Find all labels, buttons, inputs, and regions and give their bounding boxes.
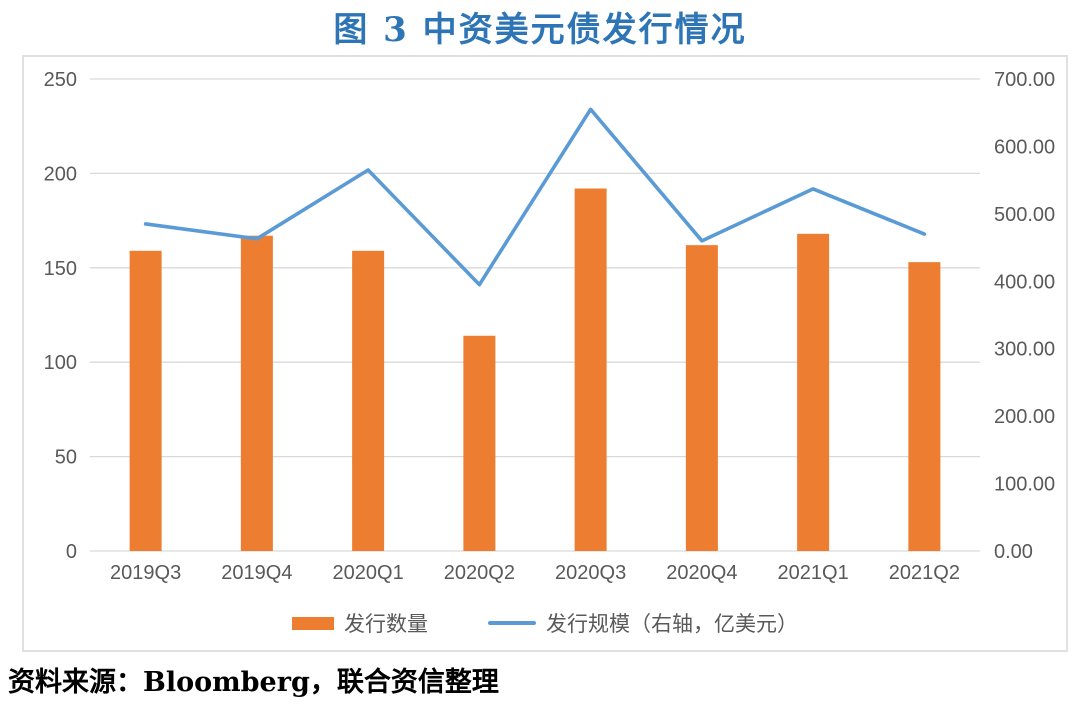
line-swatch-icon xyxy=(488,621,536,625)
svg-text:2021Q1: 2021Q1 xyxy=(778,562,849,584)
svg-text:2020Q1: 2020Q1 xyxy=(333,562,404,584)
chart-title: 图 3 中资美元债发行情况 xyxy=(333,10,747,50)
svg-text:200: 200 xyxy=(44,163,77,185)
bar-swatch-icon xyxy=(292,616,334,630)
svg-text:300.00: 300.00 xyxy=(994,339,1055,361)
legend-label-line: 发行规模（右轴，亿美元） xyxy=(546,613,798,636)
svg-text:2019Q3: 2019Q3 xyxy=(110,562,181,584)
svg-text:100.00: 100.00 xyxy=(994,474,1055,496)
svg-text:250: 250 xyxy=(44,69,77,91)
svg-text:50: 50 xyxy=(55,447,77,469)
chart-canvas: 0 50 100 150 200 250 0.00 100.00 200.00 300.00 400… xyxy=(44,69,1056,584)
legend-item-line: 发行规模（右轴，亿美元） xyxy=(488,608,798,638)
chart-container: 0 50 100 150 200 250 0.00 100.00 200.00 300.00 400… xyxy=(22,55,1068,652)
svg-text:500.00: 500.00 xyxy=(994,204,1055,226)
svg-text:2020Q3: 2020Q3 xyxy=(555,562,626,584)
legend-label-bars: 发行数量 xyxy=(344,613,428,636)
svg-text:400.00: 400.00 xyxy=(994,271,1055,293)
svg-text:150: 150 xyxy=(44,258,77,280)
svg-text:2020Q4: 2020Q4 xyxy=(666,562,737,584)
svg-text:700.00: 700.00 xyxy=(994,69,1055,91)
svg-text:0: 0 xyxy=(66,541,77,563)
chart-legend: 发行数量 发行规模（右轴，亿美元） xyxy=(24,608,1066,638)
svg-text:2019Q4: 2019Q4 xyxy=(221,562,292,584)
svg-text:2021Q2: 2021Q2 xyxy=(889,562,960,584)
svg-text:2020Q2: 2020Q2 xyxy=(444,562,515,584)
svg-text:200.00: 200.00 xyxy=(994,406,1055,428)
svg-text:0.00: 0.00 xyxy=(994,541,1033,563)
svg-text:600.00: 600.00 xyxy=(994,136,1055,158)
legend-item-bars: 发行数量 xyxy=(292,608,428,638)
svg-text:100: 100 xyxy=(44,352,77,374)
source-note: 资料来源：Bloomberg，联合资信整理 xyxy=(8,667,499,698)
